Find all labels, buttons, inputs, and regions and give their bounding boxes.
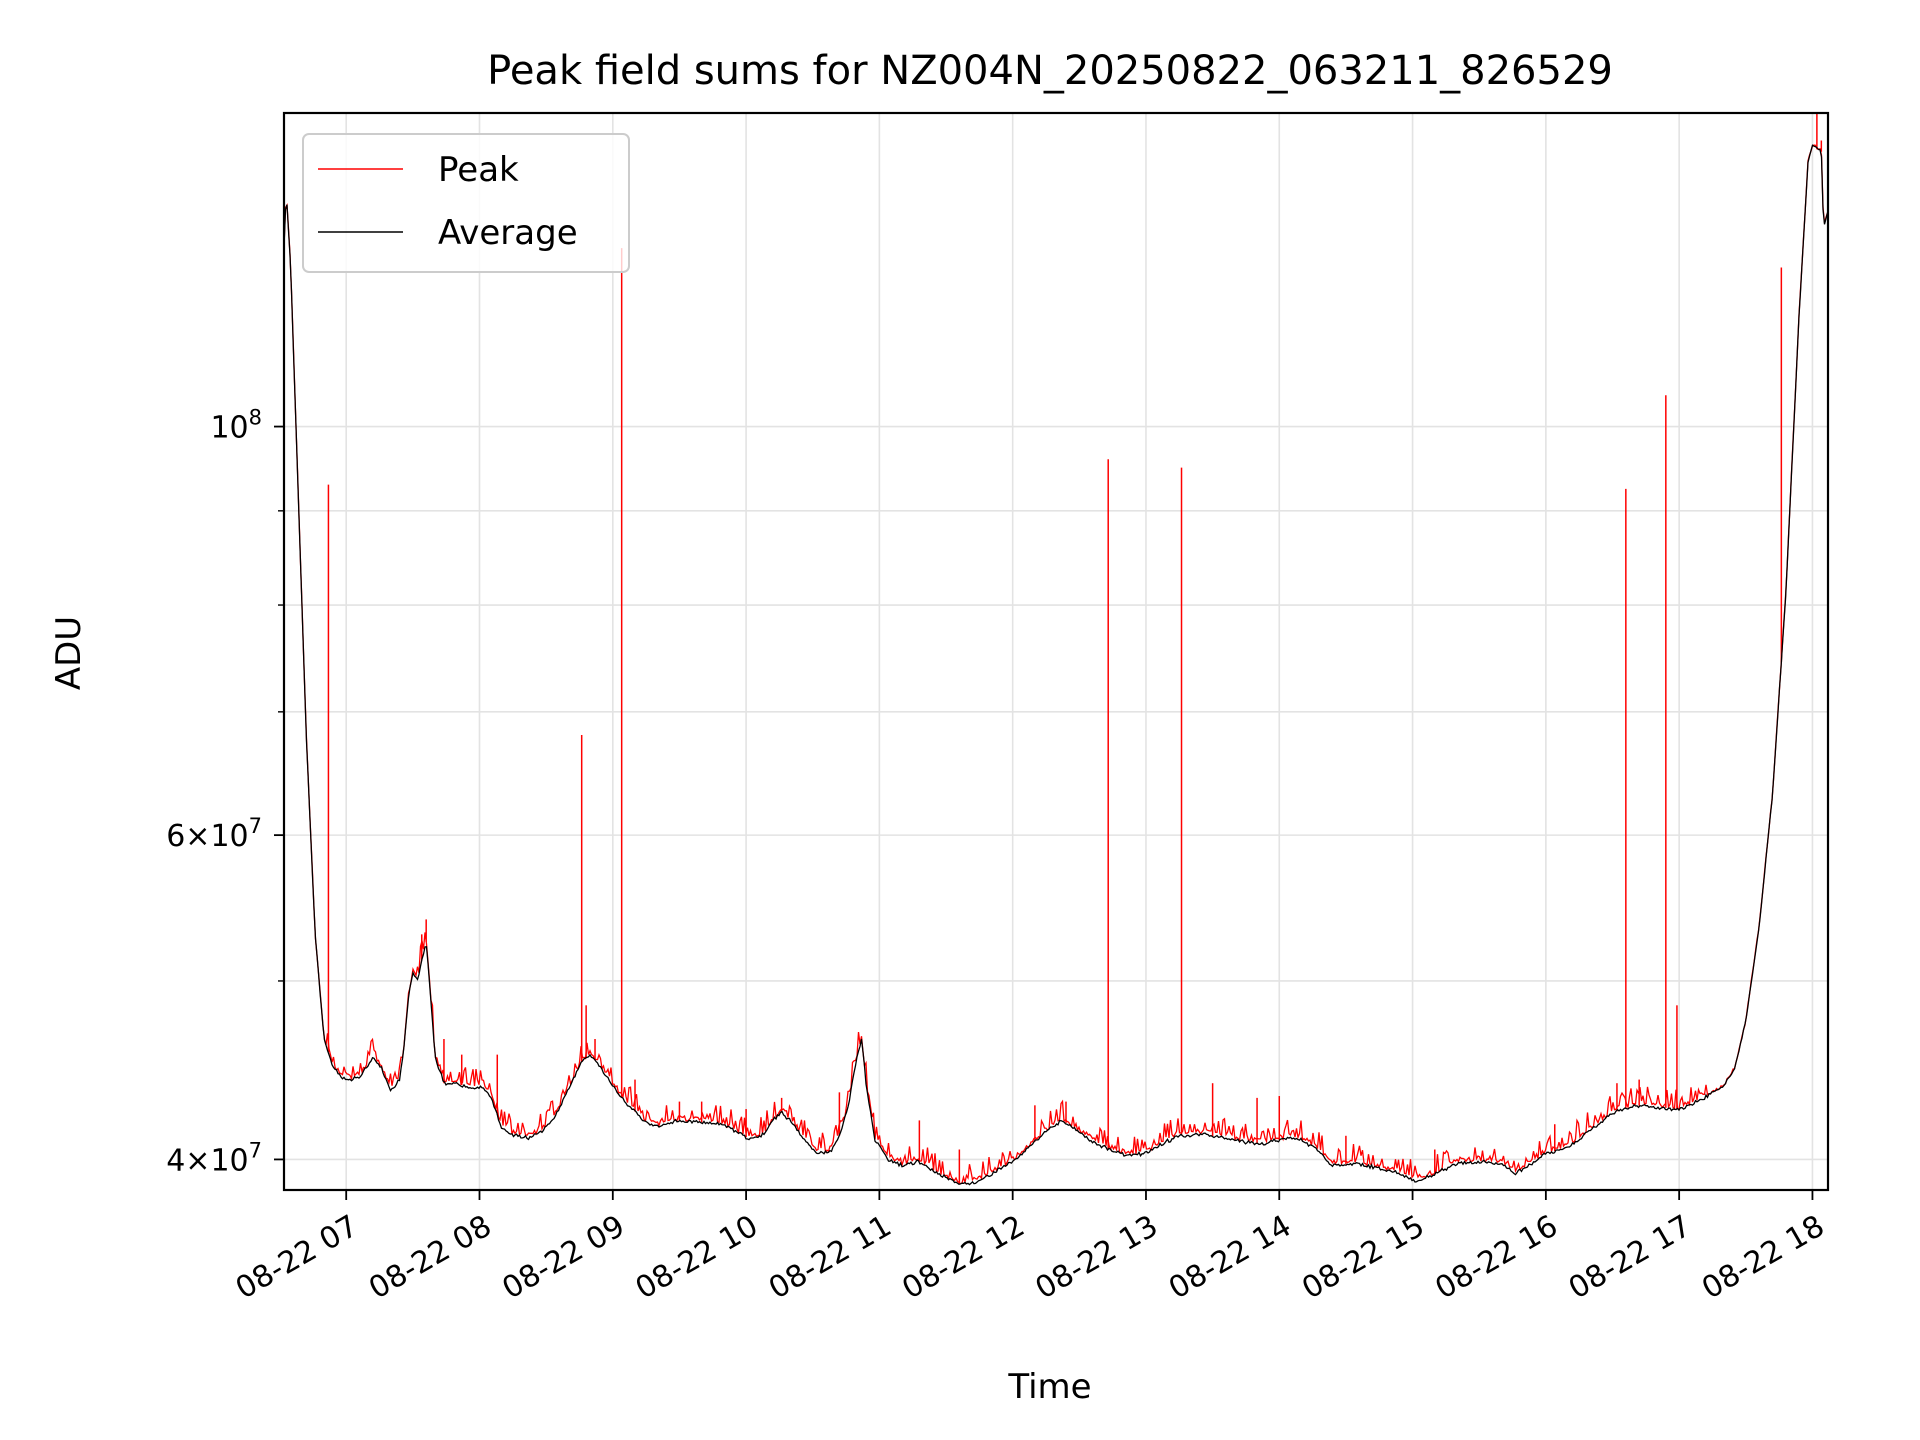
average-series-line [283,144,1829,1186]
y-tick-base-ten: 10 [210,819,248,854]
peak-series-line [283,144,1829,1185]
y-tick-base-ten: 10 [210,411,248,446]
y-tick-base-ten: 10 [210,1143,248,1178]
chart-title: Peak field sums for NZ004N_20250822_0632… [487,48,1613,94]
legend: Peak Average [302,133,630,273]
y-tick-mantissa: 4 [166,1143,185,1178]
x-axis-label: Time [1007,1367,1091,1407]
legend-peak-label: Peak [438,150,519,190]
y-tick-label: 108 [210,406,262,446]
y-tick-times: × [185,1143,210,1178]
y-tick-label: 4×107 [166,1138,262,1178]
y-axis-label: ADU [49,616,89,690]
y-tick-exponent: 7 [249,1138,262,1162]
plot-layer [283,113,1829,1186]
legend-average-label: Average [438,213,578,253]
y-tick-times: × [185,819,210,854]
axes-frame [282,111,1830,1192]
y-tick-label: 6×107 [166,814,262,854]
y-tick-mantissa: 6 [166,819,185,854]
grid-layer [284,113,1828,1190]
y-tick-exponent: 7 [249,814,262,838]
y-tick-exponent: 8 [249,406,262,430]
